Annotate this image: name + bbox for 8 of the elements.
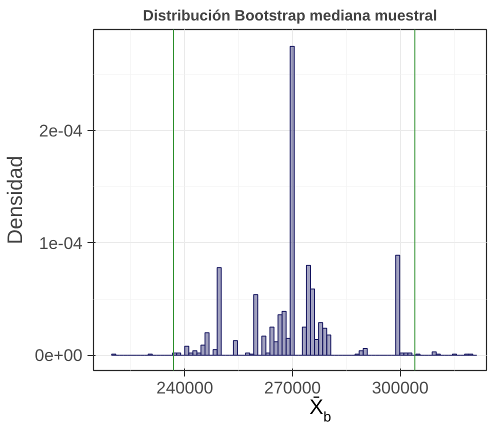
y-tick-label: 2e-04 xyxy=(39,122,83,141)
y-axis-title: Densidad xyxy=(4,156,27,244)
y-tick-label: 1e-04 xyxy=(39,234,83,253)
x-tick-label: 270000 xyxy=(264,378,321,398)
y-tick-label: 0e+00 xyxy=(34,346,83,366)
x-tick-label: 240000 xyxy=(156,378,214,398)
x-tick-label: 300000 xyxy=(372,378,429,398)
chart-title: Distribución Bootstrap mediana muestral xyxy=(142,8,438,24)
